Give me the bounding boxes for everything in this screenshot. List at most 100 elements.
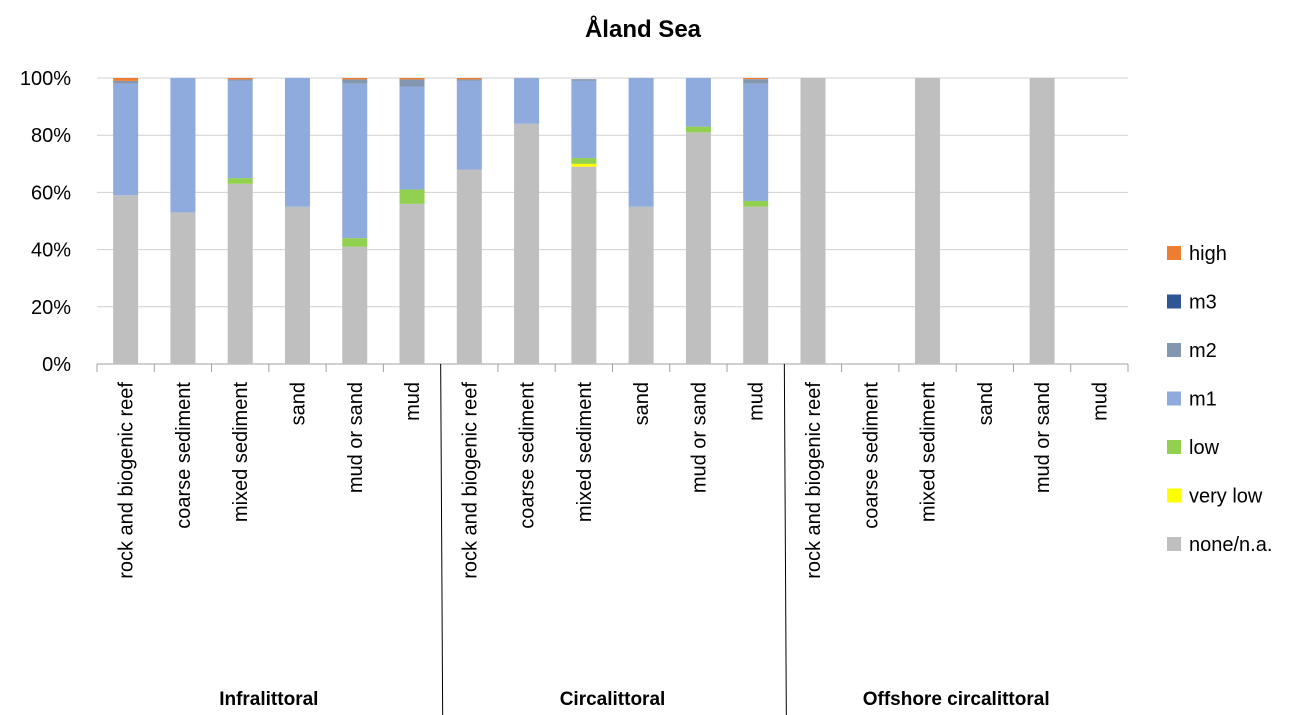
group-label: Offshore circalittoral	[863, 689, 1050, 710]
legend-swatch	[1167, 294, 1181, 309]
bar-segment-low	[399, 189, 425, 204]
x-axis-tick-labels: rock and biogenic reef coarse sediment mix…	[116, 382, 1112, 579]
x-tick-label: mud or sand	[345, 382, 367, 493]
group-labels: Infralittoral Circalittoral Offshore circa…	[219, 689, 1049, 710]
x-tick-label: coarse sediment	[173, 382, 195, 529]
bar-segment-high	[456, 78, 482, 80]
bar-segment-m2	[342, 79, 368, 84]
legend-item: m3	[1167, 292, 1217, 314]
group-separators	[96, 363, 1129, 715]
bar-segment-m1	[456, 80, 482, 170]
legend: high m3 m2 m1 low very low none/n.a.	[1167, 243, 1272, 556]
bar-segment-none-n-a-	[399, 203, 425, 364]
legend-item: very low	[1167, 486, 1263, 508]
x-tick-label: mixed sediment	[574, 382, 596, 523]
bar-segment-high	[227, 78, 253, 80]
bar-segment-m1	[685, 78, 711, 127]
legend-label: very low	[1189, 486, 1263, 508]
x-tick-label: mixed sediment	[918, 382, 940, 523]
x-tick-label: coarse sediment	[517, 382, 539, 529]
bar-segment-none-n-a-	[113, 195, 139, 364]
y-axis-tick-labels: 0% 20% 40% 60% 80% 100%	[20, 68, 71, 376]
bar-segment-m2	[571, 79, 597, 81]
bar-segment-m2	[113, 80, 139, 84]
bar-segment-high	[342, 78, 368, 80]
bar-segment-m1	[170, 78, 196, 213]
bar-segment-m1	[743, 83, 769, 201]
bar-segment-m2	[227, 79, 253, 81]
legend-swatch	[1167, 440, 1181, 454]
x-tick-label: mud or sand	[1032, 382, 1054, 493]
y-tick-label: 0%	[42, 354, 71, 376]
y-tick-label: 60%	[31, 182, 71, 204]
bar-segment-none-n-a-	[915, 78, 941, 364]
group-label: Infralittoral	[219, 689, 318, 710]
x-tick-label: rock and biogenic reef	[459, 382, 481, 579]
legend-label: m1	[1189, 389, 1217, 411]
x-tick-label: rock and biogenic reef	[803, 382, 825, 579]
bar-segment-none-n-a-	[743, 206, 769, 364]
bar-segment-none-n-a-	[571, 166, 597, 364]
legend-item: high	[1167, 243, 1227, 265]
legend-swatch	[1167, 246, 1181, 260]
bar-segment-very-low	[571, 163, 597, 167]
bar-segment-m1	[227, 80, 253, 179]
x-tick-label: mud	[1089, 382, 1111, 421]
bar-segment-none-n-a-	[284, 206, 310, 364]
x-tick-label: mud	[746, 382, 768, 421]
y-tick-label: 40%	[31, 240, 71, 262]
bar-segment-none-n-a-	[628, 206, 654, 364]
bar-segment-m2	[743, 79, 769, 84]
bar-segment-none-n-a-	[1029, 78, 1055, 364]
bar-segment-high	[113, 78, 139, 81]
bar-segment-m2	[399, 79, 425, 87]
x-tick-label: mud or sand	[688, 382, 710, 493]
legend-item: m1	[1167, 389, 1217, 411]
legend-item: low	[1167, 437, 1220, 459]
x-tick-label: sand	[975, 382, 997, 425]
bar-segment-none-n-a-	[456, 169, 482, 364]
bar-segment-none-n-a-	[227, 183, 253, 364]
x-tick-label: coarse sediment	[860, 382, 882, 529]
bar-segment-none-n-a-	[170, 212, 196, 364]
y-tick-label: 20%	[31, 297, 71, 319]
bar-segment-m1	[284, 78, 310, 207]
x-tick-label: sand	[631, 382, 653, 425]
bar-segment-low	[571, 158, 597, 164]
x-tick-label: mixed sediment	[230, 382, 252, 523]
bar-segment-m2	[456, 79, 482, 81]
bar-segment-m1	[514, 78, 540, 124]
legend-label: m3	[1189, 292, 1217, 314]
legend-item: none/n.a.	[1167, 534, 1272, 556]
bar-segment-high	[743, 78, 769, 80]
legend-label: low	[1189, 437, 1220, 459]
bar-segment-low	[227, 178, 253, 184]
bar-segment-low	[342, 238, 368, 247]
legend-swatch	[1167, 343, 1181, 357]
bar-segment-m1	[113, 83, 139, 196]
bar-segment-low	[685, 126, 711, 133]
bar-segment-high	[399, 78, 425, 80]
bar-segment-none-n-a-	[342, 246, 368, 364]
legend-label: high	[1189, 243, 1227, 265]
bar-segment-m1	[399, 86, 425, 190]
legend-label: m2	[1189, 340, 1217, 362]
x-tick-label: rock and biogenic reef	[116, 382, 138, 579]
bar-segment-none-n-a-	[800, 78, 826, 364]
legend-label: none/n.a.	[1189, 534, 1272, 556]
legend-swatch	[1167, 391, 1181, 406]
bar-segment-m1	[628, 78, 654, 207]
y-tick-label: 80%	[31, 125, 71, 147]
bar-segment-low	[743, 200, 769, 207]
bar-segment-none-n-a-	[685, 132, 711, 364]
y-tick-label: 100%	[20, 68, 71, 90]
legend-swatch	[1167, 488, 1181, 503]
group-label: Circalittoral	[560, 689, 666, 710]
bars	[113, 78, 1055, 364]
chart-title: Åland Sea	[585, 15, 702, 43]
bar-segment-m1	[342, 83, 368, 239]
group-divider	[440, 363, 444, 715]
bar-segment-m1	[571, 80, 597, 159]
group-divider	[783, 363, 787, 715]
